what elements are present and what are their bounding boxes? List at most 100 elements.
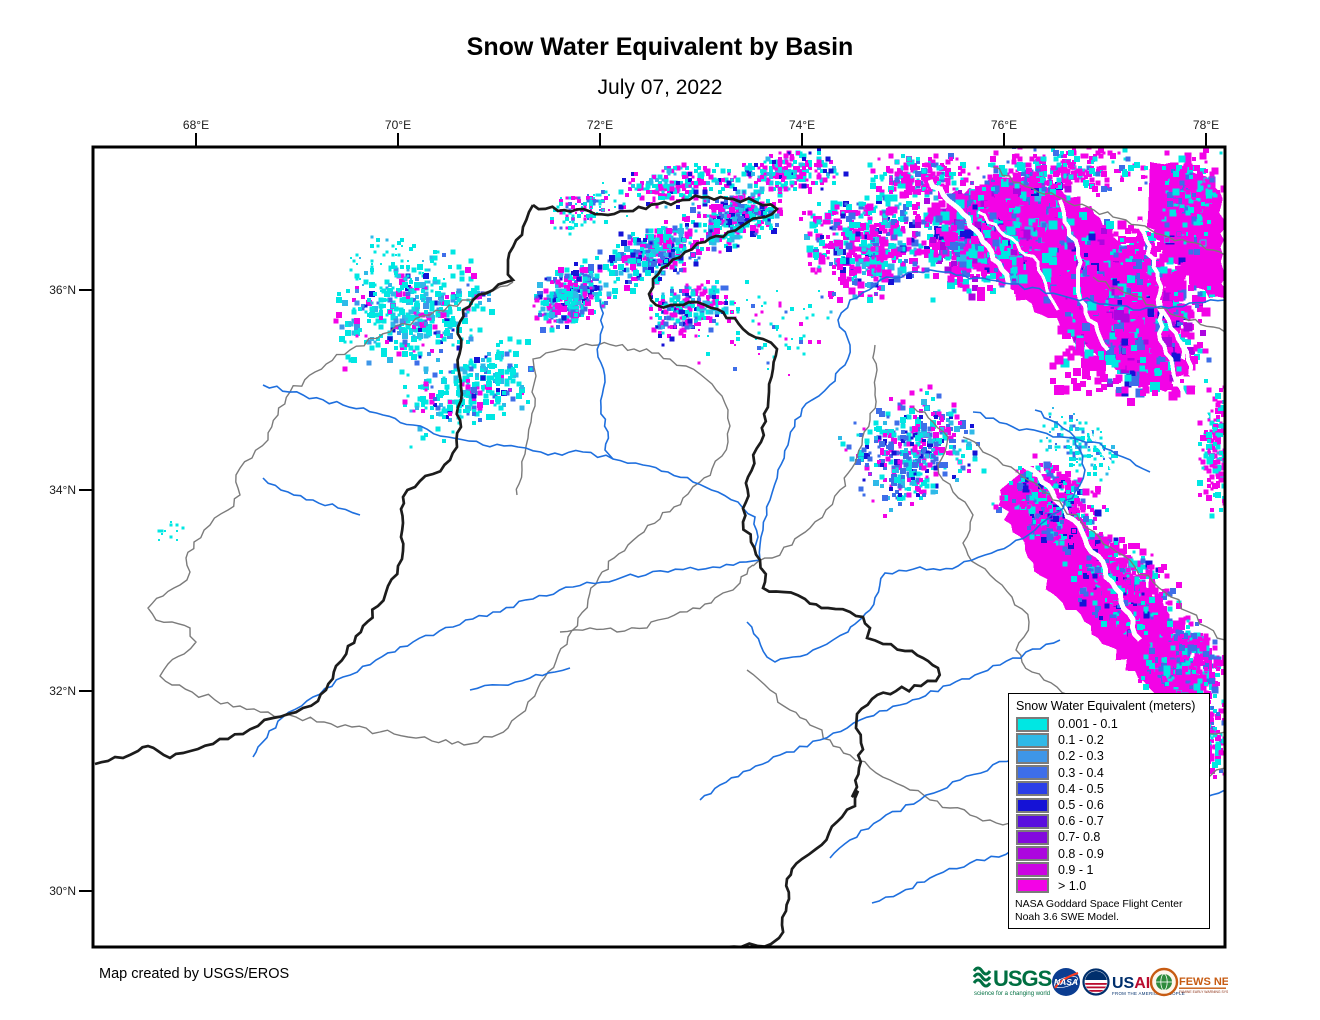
map-date: July 07, 2022 [597, 76, 723, 99]
fewsnet-tagline: FAMINE EARLY WARNING SYSTEMS NETWORK [1179, 990, 1228, 994]
snow-cluster [730, 148, 849, 194]
river [252, 559, 761, 758]
snow-cluster [550, 182, 628, 236]
river [262, 384, 761, 561]
river [469, 667, 571, 691]
lon-tick-label: 70°E [385, 118, 411, 132]
legend-item-label: 0.001 - 0.1 [1058, 717, 1118, 732]
valley-channel [1158, 299, 1210, 420]
subbasin-boundary [515, 341, 731, 573]
snow-cluster [157, 521, 185, 541]
legend-item-label: 0.3 - 0.4 [1058, 765, 1104, 780]
river [972, 411, 1151, 473]
legend-swatch [1016, 732, 1049, 748]
snow-cluster [697, 280, 830, 376]
subbasin-boundary [1092, 276, 1225, 333]
snow-cluster [1157, 147, 1225, 255]
legend-swatch [1016, 813, 1049, 829]
lon-tick-label: 72°E [587, 118, 613, 132]
fewsnet-wordmark: FEWS NET [1179, 976, 1228, 988]
subbasin-boundary [147, 281, 603, 746]
legend-swatch [1016, 829, 1049, 845]
river [869, 409, 1086, 611]
nasa-logo: NASA [1052, 968, 1080, 996]
lat-tick-label: 32°N [49, 684, 76, 698]
lat-tick-label: 30°N [49, 884, 76, 898]
valley-channel [1058, 199, 1110, 352]
lon-tick-label: 74°E [789, 118, 815, 132]
river [699, 639, 1061, 801]
credit-text: Map created by USGS/EROS [99, 966, 290, 982]
legend-item-label: 0.5 - 0.6 [1058, 798, 1104, 813]
legend-item: 0.1 - 0.2 [1009, 732, 1209, 748]
snow-cluster [607, 214, 704, 294]
usaid-tagline: FROM THE AMERICAN PEOPLE [1112, 991, 1185, 996]
nasa-wordmark: NASA [1054, 977, 1078, 987]
legend-swatch [1016, 846, 1049, 862]
snow-cluster [532, 249, 618, 333]
usgs-wordmark: USGS [993, 966, 1052, 991]
map-frame [91, 145, 1227, 949]
legend-item: 0.6 - 0.7 [1009, 813, 1209, 829]
subbasin-boundary [752, 344, 878, 567]
lon-tick-label: 78°E [1193, 118, 1219, 132]
legend-item-label: 0.2 - 0.3 [1058, 749, 1104, 764]
lat-tick-label: 34°N [49, 483, 76, 497]
river-network [252, 269, 1225, 904]
legend-item-label: 0.7- 0.8 [1058, 830, 1101, 845]
snow-cluster [333, 249, 495, 375]
legend-item: 0.5 - 0.6 [1009, 797, 1209, 813]
map-title: Snow Water Equivalent by Basin [466, 33, 854, 61]
legend-swatch [1016, 781, 1049, 797]
legend-swatch [1016, 797, 1049, 813]
snow-raster [157, 147, 1225, 779]
basin-boundaries [94, 194, 942, 947]
river [596, 299, 614, 460]
snow-cluster [799, 182, 939, 314]
subbasin-boundary [559, 564, 754, 633]
legend-swatch [1016, 765, 1049, 781]
legend-swatch [1016, 862, 1049, 878]
legend-item: 0.8 - 0.9 [1009, 846, 1209, 862]
legend-item-label: > 1.0 [1058, 878, 1087, 893]
lon-tick-label: 68°E [183, 118, 209, 132]
subbasin-boundary [962, 436, 1225, 641]
legend-item: 0.4 - 0.5 [1009, 781, 1209, 797]
lat-tick-label: 36°N [49, 283, 76, 297]
legend-item-label: 0.8 - 0.9 [1058, 846, 1104, 861]
logo-strip: USGS science for a changing world NASA USAI… [972, 961, 1257, 1009]
legend-swatch [1016, 716, 1049, 732]
legend-swatch [1016, 878, 1049, 894]
legend-item: 0.2 - 0.3 [1009, 748, 1209, 764]
snow-cluster [867, 153, 974, 200]
legend-note: NASA Goddard Space Flight Center Noah 3.… [1015, 898, 1209, 923]
valley-channel [1088, 429, 1152, 531]
river [758, 269, 1225, 561]
lon-tick-label: 76°E [991, 118, 1017, 132]
snow-cluster [838, 384, 987, 518]
map-legend: Snow Water Equivalent (meters) 0.001 - 0… [1008, 693, 1210, 929]
legend-item-label: 0.9 - 1 [1058, 862, 1094, 877]
legend-title: Snow Water Equivalent (meters) [1016, 699, 1196, 713]
river [262, 477, 361, 516]
snow-cluster [349, 235, 445, 293]
legend-note-line1: NASA Goddard Space Flight Center [1015, 898, 1183, 911]
snow-cluster [1042, 216, 1216, 406]
legend-item: 0.3 - 0.4 [1009, 765, 1209, 781]
legend-item: 0.7- 0.8 [1009, 829, 1209, 845]
basin-boundary [94, 204, 535, 766]
valley-channel [927, 179, 1011, 331]
river [746, 609, 871, 663]
legend-rows: 0.001 - 0.1 0.1 - 0.2 0.2 - 0.3 0.3 - 0.4 0.… [1009, 716, 1209, 894]
valley-channel [998, 430, 1142, 642]
legend-item-label: 0.1 - 0.2 [1058, 733, 1104, 748]
legend-item-label: 0.4 - 0.5 [1058, 781, 1104, 796]
snow-cluster [1050, 531, 1182, 639]
legend-item-label: 0.6 - 0.7 [1058, 814, 1104, 829]
usgs-tagline: science for a changing world [974, 991, 1050, 997]
graticule-ticks: 68°E 70°E 72°E 74°E 76°E 78°E 36°N 34°N 32°N 30°N [49, 118, 1219, 898]
fewsnet-logo: FEWS NET FAMINE EARLY WARNING SYSTEMS NET… [1149, 967, 1257, 997]
